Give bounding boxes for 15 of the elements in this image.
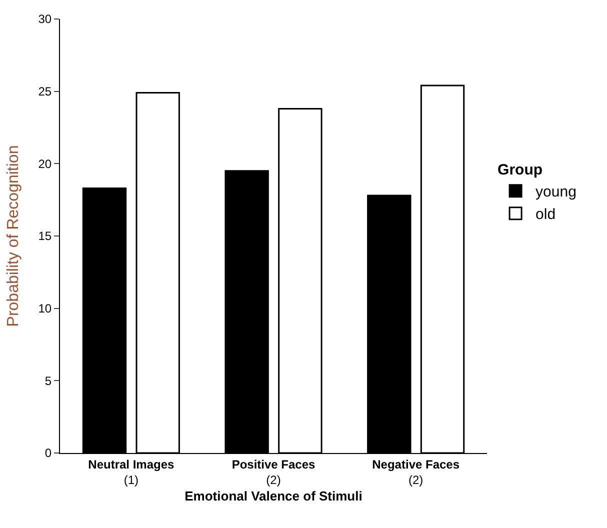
y-tick-label: 30 [38, 12, 52, 26]
legend-label: young [536, 184, 576, 201]
x-tick-label: Negative Faces (2) [372, 457, 460, 487]
legend-label: old [536, 206, 556, 224]
y-tick-label: 15 [38, 229, 52, 244]
y-tick-label: 10 [38, 302, 52, 316]
y-axis-title: Probability of Recognition [5, 145, 22, 327]
x-tick-label: Neutral Images (1) [88, 457, 175, 487]
y-tick-label: 25 [38, 84, 52, 99]
x-tick-label: Positive Faces (2) [232, 457, 316, 487]
legend-title: Group [498, 162, 543, 179]
x-axis-title: Emotional Valence of Stimuli [184, 488, 362, 504]
y-tick-label: 5 [44, 374, 52, 388]
y-tick-label: 0 [44, 446, 52, 460]
y-tick-label: 20 [38, 156, 52, 171]
